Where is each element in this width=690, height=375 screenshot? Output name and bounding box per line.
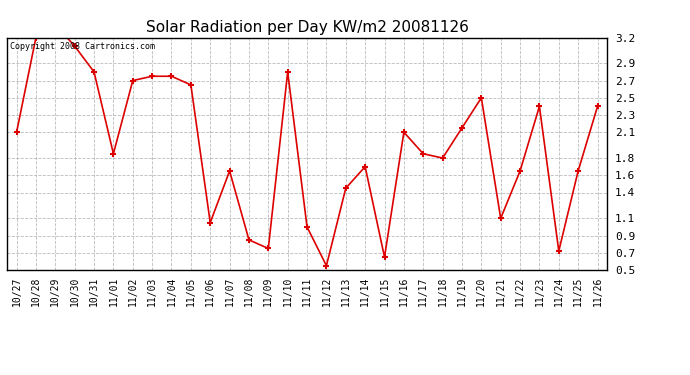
Text: Copyright 2008 Cartronics.com: Copyright 2008 Cartronics.com xyxy=(10,42,155,51)
Title: Solar Radiation per Day KW/m2 20081126: Solar Radiation per Day KW/m2 20081126 xyxy=(146,20,469,35)
